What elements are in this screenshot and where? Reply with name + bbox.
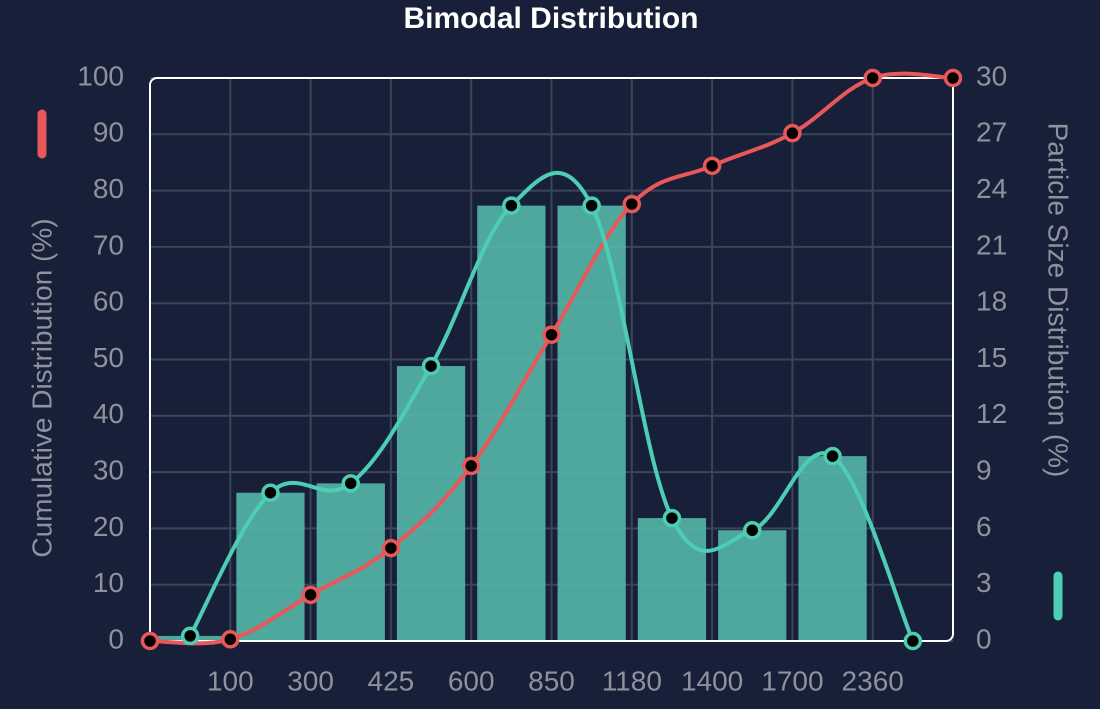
series-point [622, 194, 642, 214]
bar [396, 366, 466, 641]
y2-tick-label: 0 [976, 623, 992, 654]
series-point [461, 456, 481, 476]
y2-tick-label: 24 [976, 173, 1007, 204]
bar [798, 456, 867, 641]
x-tick-label: 300 [287, 665, 334, 696]
x-tick-label: 600 [448, 665, 495, 696]
bar [637, 518, 707, 641]
series-point [421, 356, 441, 376]
y-tick-label: 80 [93, 173, 124, 204]
y2-tick-label: 15 [976, 342, 1007, 373]
series-point [783, 123, 802, 143]
series-point [743, 521, 762, 540]
y-tick-label: 100 [77, 60, 124, 91]
series-point [863, 68, 882, 88]
series-point [140, 631, 160, 651]
series-point [502, 196, 521, 215]
y-tick-label: 20 [93, 511, 124, 542]
series-point [221, 630, 240, 649]
bar [718, 530, 787, 641]
series-point [381, 538, 401, 558]
y2-tick-label: 30 [976, 60, 1007, 91]
x-tick-label: 2360 [842, 665, 904, 696]
series-point [180, 626, 200, 646]
y2-tick-label: 12 [976, 398, 1007, 429]
series-point [702, 156, 722, 176]
y-tick-label: 90 [93, 117, 124, 148]
y-axis-title: Cumulative Distribution (%) [26, 218, 57, 557]
y2-tick-label: 18 [976, 286, 1007, 317]
y-tick-label: 10 [93, 567, 124, 598]
y2-tick-label: 9 [976, 454, 992, 485]
x-tick-label: 1700 [761, 665, 823, 696]
series-point [542, 325, 561, 344]
series-point [903, 631, 923, 651]
series-point [582, 196, 601, 215]
bar [477, 205, 546, 641]
series-point [823, 446, 842, 466]
chart-title: Bimodal Distribution [404, 2, 699, 35]
y2-tick-label: 3 [976, 567, 992, 598]
y-tick-label: 50 [93, 342, 124, 373]
x-tick-label: 1180 [602, 665, 662, 696]
y2-axis-title: Particle Size Distribution (%) [1043, 123, 1074, 478]
bar [236, 492, 305, 641]
series-point [341, 474, 360, 493]
x-tick-label: 425 [368, 665, 415, 696]
x-tick-label: 850 [528, 665, 575, 696]
y-tick-label: 30 [93, 454, 124, 485]
x-tick-label: 100 [207, 665, 254, 696]
y-tick-label: 40 [93, 398, 124, 429]
series-line [188, 170, 915, 642]
series-point [662, 508, 682, 528]
y-tick-label: 60 [93, 286, 124, 317]
y2-tick-label: 27 [976, 117, 1007, 148]
plot-border [149, 77, 954, 642]
y2-tick-label: 21 [976, 229, 1007, 260]
y-tick-label: 0 [108, 623, 124, 654]
series-point [261, 483, 280, 502]
x-tick-label: 1400 [681, 665, 743, 696]
y2-tick-label: 6 [976, 511, 992, 542]
series-point [301, 585, 320, 605]
series-point [943, 68, 963, 88]
y-tick-label: 70 [93, 229, 124, 260]
bar [557, 205, 626, 641]
